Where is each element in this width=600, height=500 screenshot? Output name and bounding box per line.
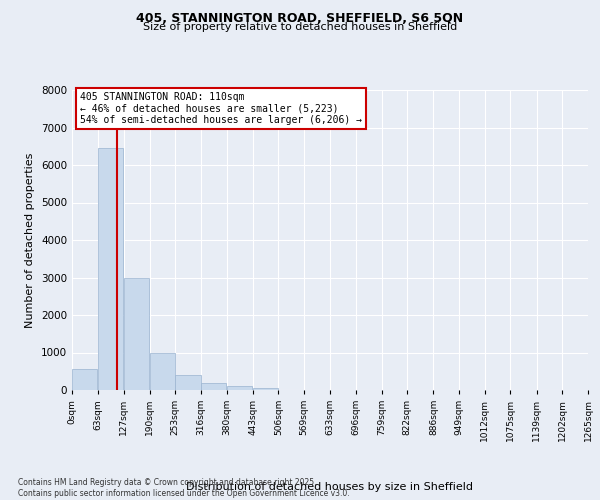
Bar xyxy=(72,370,97,390)
Bar xyxy=(98,148,123,390)
Text: Size of property relative to detached houses in Sheffield: Size of property relative to detached ho… xyxy=(143,22,457,32)
Bar xyxy=(227,386,253,390)
Bar xyxy=(150,353,175,390)
Y-axis label: Number of detached properties: Number of detached properties xyxy=(25,152,35,328)
Bar xyxy=(175,376,200,390)
Bar xyxy=(201,384,226,390)
Text: 405 STANNINGTON ROAD: 110sqm
← 46% of detached houses are smaller (5,223)
54% of: 405 STANNINGTON ROAD: 110sqm ← 46% of de… xyxy=(80,92,362,124)
Text: 405, STANNINGTON ROAD, SHEFFIELD, S6 5QN: 405, STANNINGTON ROAD, SHEFFIELD, S6 5QN xyxy=(136,12,464,26)
Bar xyxy=(124,278,149,390)
Text: Contains HM Land Registry data © Crown copyright and database right 2025.
Contai: Contains HM Land Registry data © Crown c… xyxy=(18,478,350,498)
Bar xyxy=(253,388,278,390)
Text: Distribution of detached houses by size in Sheffield: Distribution of detached houses by size … xyxy=(187,482,473,492)
